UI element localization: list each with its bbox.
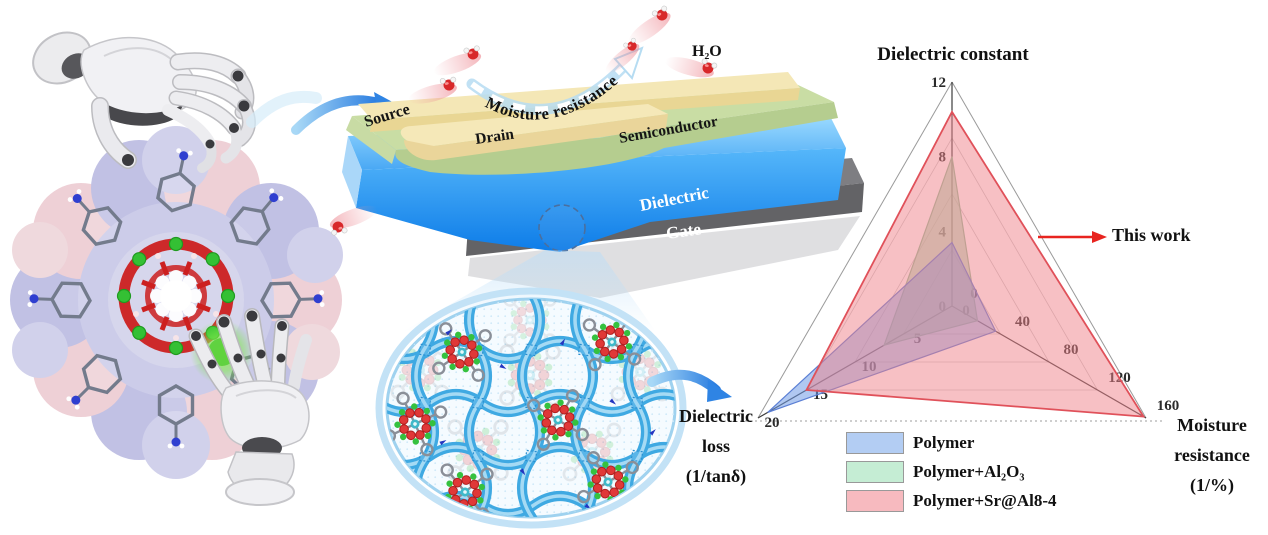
- water-molecule-icon: [429, 43, 486, 81]
- legend-item-polymer: Polymer: [846, 432, 1057, 454]
- radar-tick-label: 160: [1157, 398, 1180, 414]
- gate-label: Gate: [665, 219, 703, 243]
- radar-tick-label: 12: [931, 75, 946, 91]
- h2o-label: H₂O: [692, 43, 722, 60]
- radar-frame: [951, 81, 1147, 419]
- oval-to-chart-arrow: [647, 369, 732, 402]
- zoom-callout-circle: [538, 204, 586, 252]
- oval-outer-rim: [375, 287, 687, 529]
- molecule-panel: [10, 31, 343, 506]
- radar-axis-label-moisture-resistance: Moisture resistance (1/%): [1174, 415, 1250, 495]
- drain-label: Drain: [474, 126, 515, 148]
- this-work-annotation: This work: [1112, 225, 1191, 245]
- radar-frame: [757, 81, 953, 419]
- robot-hand-top-icon: [32, 31, 256, 173]
- legend-swatch-polymer: [846, 432, 904, 454]
- polymer-network: [387, 299, 675, 517]
- radar-legend: Polymer Polymer+Al₂O₃ Polymer+Sr@Al8-4: [846, 432, 1057, 519]
- water-molecule-icon: [325, 200, 382, 238]
- legend-item-polymer-al2o3: Polymer+Al₂O₃: [846, 461, 1057, 483]
- legend-swatch-polymer-sral84: [846, 490, 904, 512]
- legend-swatch-polymer-al2o3: [846, 461, 904, 483]
- this-work-arrow: [1038, 231, 1107, 243]
- radar-series-3: [805, 110, 1146, 418]
- radar-tick-label: 20: [765, 415, 780, 431]
- robot-hand-bottom-icon: [188, 308, 312, 506]
- drain-electrode: [400, 104, 668, 147]
- radar-axis-label-dielectric-constant: Dielectric constant: [877, 44, 1029, 65]
- radar-axis-label-dielectric-loss: Dielectric loss (1/tanδ): [679, 406, 753, 486]
- molecular-surface-blobs: [10, 126, 343, 479]
- legend-item-polymer-sral84: Polymer+Sr@Al8-4: [846, 490, 1057, 512]
- network-panel: [375, 287, 732, 529]
- device-panel: Moisture resistance Source Drain Semicon…: [246, 3, 864, 332]
- al8-wheel: [116, 236, 236, 356]
- radar-chart: 048120408012016005101520: [740, 75, 1179, 431]
- hand-to-device-swoosh: [246, 90, 322, 128]
